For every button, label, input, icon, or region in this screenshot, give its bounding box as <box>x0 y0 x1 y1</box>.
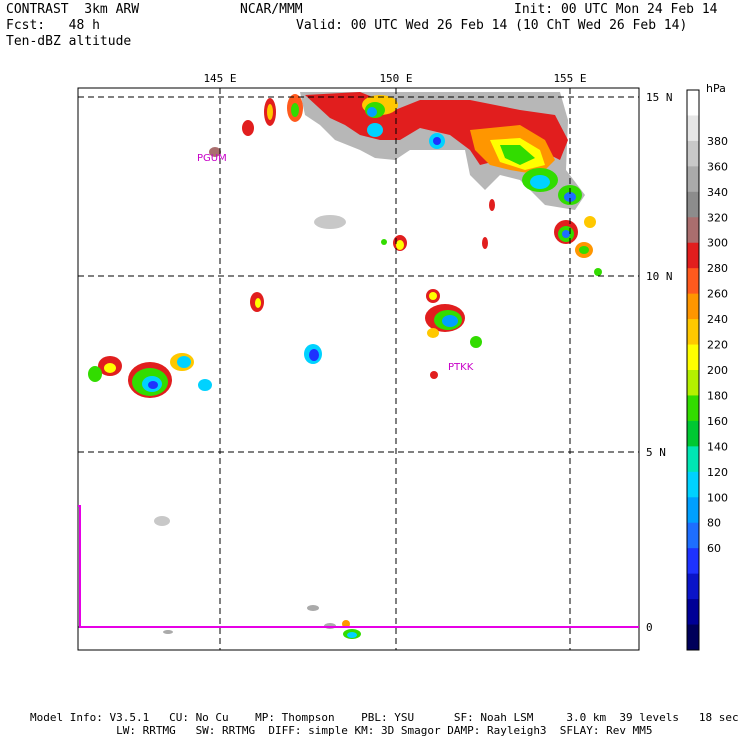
colorbar-swatch <box>687 395 699 422</box>
domain-boundary <box>78 505 639 628</box>
echo-cluster-west <box>88 353 212 398</box>
colorbar-tick-label: 140 <box>707 440 728 453</box>
lat-label-0: 0 <box>646 621 653 634</box>
lon-label-150: 150 E <box>379 72 412 85</box>
colorbar-tick-label: 380 <box>707 135 728 148</box>
colorbar-tick-label: 280 <box>707 262 728 275</box>
colorbar-swatch <box>687 293 699 320</box>
station-ptkk: PTKK <box>448 362 474 373</box>
colorbar-tick-label: 220 <box>707 339 728 352</box>
lon-label-145: 145 E <box>203 72 236 85</box>
colorbar-swatch <box>687 548 699 575</box>
colorbar-tick-label: 340 <box>707 186 728 199</box>
colorbar-tick-label: 180 <box>707 389 728 402</box>
echo-cluster-central <box>250 289 482 379</box>
colorbar-swatch <box>687 191 699 218</box>
colorbar-swatch <box>687 471 699 498</box>
colorbar-frame <box>686 89 700 651</box>
echo-cluster-south <box>154 516 361 639</box>
colorbar-tick-label: 320 <box>707 211 728 224</box>
colorbar-unit: hPa <box>706 82 726 95</box>
model-info-line1: Model Info: V3.5.1 CU: No Cu MP: Thompso… <box>30 711 739 724</box>
colorbar-swatch <box>687 599 699 626</box>
center-label: NCAR/MMM <box>240 2 303 17</box>
colorbar-tick-label: 80 <box>707 517 721 530</box>
colorbar-swatch <box>687 344 699 371</box>
colorbar-swatch <box>687 115 699 142</box>
colorbar-swatch <box>687 446 699 473</box>
lon-label-155: 155 E <box>553 72 586 85</box>
model-title: CONTRAST 3km ARW <box>6 2 140 17</box>
colorbar-tick-label: 260 <box>707 288 728 301</box>
colorbar-swatch <box>687 319 699 346</box>
colorbar-swatch <box>687 217 699 244</box>
colorbar-swatch <box>687 268 699 295</box>
colorbar-swatch <box>687 420 699 447</box>
colorbar-swatch <box>687 573 699 600</box>
colorbar-swatch <box>687 140 699 167</box>
colorbar-tick-label: 300 <box>707 237 728 250</box>
station-pgum: PGUM <box>197 153 227 164</box>
colorbar-swatch <box>687 242 699 269</box>
colorbar: 380 360 340 320 300 280 260 240 220 200 180 160 140 1… <box>686 89 728 651</box>
lat-label-15n: 15 N <box>646 91 673 104</box>
field-name: Ten-dBZ altitude <box>6 34 132 49</box>
colorbar-swatch <box>687 624 699 651</box>
echo-cluster-north <box>209 92 585 210</box>
echo-layer <box>88 92 602 639</box>
colorbar-tick-label: 240 <box>707 313 728 326</box>
colorbar-tick-label: 200 <box>707 364 728 377</box>
colorbar-swatch <box>687 497 699 524</box>
colorbar-tick-label: 100 <box>707 491 728 504</box>
lat-label-5n: 5 N <box>646 446 666 459</box>
colorbar-tick-label: 60 <box>707 542 721 555</box>
init-time: Init: 00 UTC Mon 24 Feb 14 <box>514 2 718 17</box>
valid-time: Valid: 00 UTC Wed 26 Feb 14 (10 ChT Wed … <box>296 18 688 33</box>
model-info-line2: LW: RRTMG SW: RRTMG DIFF: simple KM: 3D … <box>30 724 653 737</box>
forecast-hour: Fcst: 48 h <box>6 18 100 33</box>
colorbar-swatch <box>687 90 699 116</box>
colorbar-tick-label: 160 <box>707 415 728 428</box>
colorbar-swatch <box>687 522 699 549</box>
colorbar-tick-label: 120 <box>707 466 728 479</box>
colorbar-swatch <box>687 166 699 193</box>
colorbar-swatch <box>687 370 699 396</box>
lat-label-10n: 10 N <box>646 270 673 283</box>
colorbar-tick-label: 360 <box>707 160 728 173</box>
